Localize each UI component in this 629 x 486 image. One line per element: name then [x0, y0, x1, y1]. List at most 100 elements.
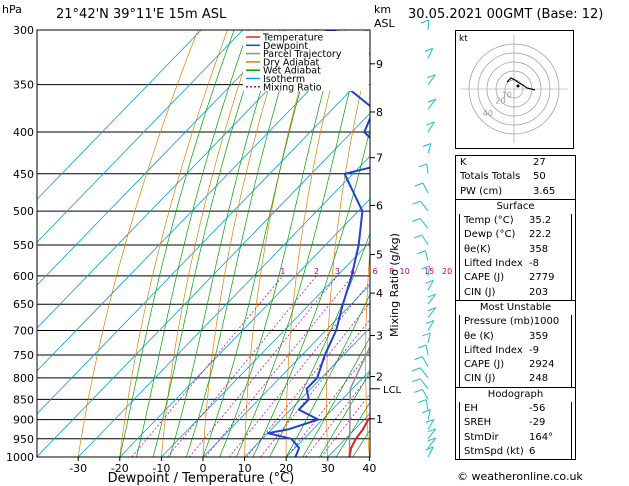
temperature-tick-label: 10 [238, 462, 252, 475]
most_unstable-row: Lifted Index -9 [460, 344, 571, 358]
pressure-tick-label: 850 [13, 393, 34, 406]
legend-entry: Parcel Trajectory [263, 49, 342, 60]
wet-adiabat--16 [136, 30, 249, 457]
wind-barb-flag [427, 98, 437, 103]
most_unstable-row-label: Pressure (mb) [464, 316, 534, 328]
km-tick-label: 2 [376, 371, 383, 384]
wind-barb [425, 399, 429, 410]
hodograph-ring-label: 10 [502, 90, 512, 99]
surface-section: Surface Temp (°C) 35.2 Dewp (°C) 22.2 θe(K) 3… [456, 198, 575, 300]
most_unstable-row-value: 359 [529, 330, 549, 342]
wind-barb-flag [413, 234, 423, 239]
surface-row-label: Lifted Index [464, 258, 523, 270]
wind-barb-flag [425, 279, 434, 284]
surface-row-label: θe(K) [464, 243, 491, 255]
hodo_params-row: EH -56 [460, 402, 571, 416]
mixing-ratio-line-6 [229, 281, 370, 457]
hodo_params-row: StmDir 164° [460, 431, 571, 445]
wind-barb-flag [421, 265, 430, 270]
hodo_params-row-label: EH [464, 403, 478, 415]
wind-barb [427, 409, 431, 420]
wind-barb-flag [427, 307, 436, 312]
parcel-trajectory-line [348, 345, 370, 457]
wind-barb-flag [427, 74, 436, 79]
asl-unit: ASL [374, 17, 395, 30]
wind-barb [427, 419, 435, 430]
most_unstable-row: CAPE (J) 2924 [460, 358, 571, 372]
legend-entry: Dry Adiabat [263, 57, 320, 68]
hodograph-params-title: Hodograph [487, 388, 544, 400]
pressure-tick-label: 600 [13, 270, 34, 283]
isotherm--80 [37, 30, 285, 286]
surface-row: CIN (J) 203 [460, 286, 571, 300]
hodo_params-row-label: SREH [464, 417, 492, 429]
km-tick-label: 9 [376, 58, 383, 71]
temperature-tick-label: 40 [362, 462, 376, 475]
pressure-tick-label: 800 [13, 372, 34, 385]
km-tick-label: 5 [376, 249, 383, 262]
surface-row: θe(K) 358 [460, 243, 571, 257]
pressure-tick-label: 700 [13, 325, 34, 338]
index-totals: Totals Totals 50 [460, 171, 546, 183]
mixing-ratio-label: 4 [350, 267, 355, 276]
km-tick-label: 1 [376, 413, 383, 426]
hodo_params-row-value: 6 [529, 445, 536, 457]
wind-barb [427, 307, 437, 318]
hodo_params-row-value: 164° [529, 431, 554, 443]
most_unstable-row-label: θe (K) [464, 330, 494, 342]
dry-adiabat-20 [285, 30, 346, 457]
mixing-ratio-line-15 [286, 350, 370, 457]
pressure-tick-label: 750 [13, 349, 34, 362]
wind-barb [427, 74, 436, 85]
wet-adiabat-28 [319, 371, 370, 457]
mixing-ratio-label: 3 [335, 267, 340, 276]
surface-row-label: CIN (J) [464, 286, 496, 298]
temperature-tick-label: -20 [111, 462, 129, 475]
wet-adiabat--20 [119, 30, 235, 457]
wind-barb-flag [426, 121, 435, 126]
wind-barb [427, 265, 431, 276]
legend-entry: Isotherm [263, 74, 305, 85]
wind-barb [421, 356, 429, 367]
wet-adiabat-8 [235, 30, 366, 457]
mixing-ratio-label: 2 [314, 267, 319, 276]
surface-row: Lifted Index -8 [460, 257, 571, 271]
isotherm--90 [37, 30, 244, 243]
pressure-tick-label: 1000 [6, 451, 34, 464]
wind-barb-flag [417, 399, 427, 404]
dry-adiabat-10 [244, 30, 317, 457]
most_unstable-row: Pressure (mb) 1000 [460, 315, 571, 329]
hodo_params-row-label: StmSpd (kt) [464, 445, 524, 457]
most_unstable-row: θe (K) 359 [460, 330, 571, 344]
surface-row: Dewp (°C) 22.2 [460, 228, 571, 242]
km-tick-label: 7 [376, 152, 383, 165]
hodograph-params-section: Hodograph EH -56 SREH -29 StmDir 164° StmSpd (… [456, 386, 575, 460]
mixing-ratio-line-4 [205, 275, 353, 457]
km-tick-label: 4 [376, 287, 383, 300]
isotherm--10 [161, 241, 370, 457]
pressure-tick-label: 400 [13, 126, 34, 139]
isotherm--100 [37, 30, 202, 200]
hodograph-ring-label: 40 [483, 109, 493, 118]
pressure-tick-label: 550 [13, 239, 34, 252]
most_unstable-row-value: -9 [529, 344, 539, 356]
surface-row-label: CAPE (J) [464, 272, 505, 284]
wind-barb [427, 98, 437, 110]
wind-barb [419, 378, 429, 390]
surface-row-label: Dewp (°C) [464, 229, 516, 241]
surface-rows: Temp (°C) 35.2 Dewp (°C) 22.2 θe(K) 358 Lifted… [459, 214, 572, 300]
surface-row-value: 203 [529, 286, 549, 298]
wind-barb [427, 143, 432, 154]
wind-barb-flag [414, 182, 424, 187]
legend-entry: Wet Adiabat [263, 66, 321, 77]
wind-barb-flag [427, 293, 436, 298]
x-axis-label: Dewpoint / Temperature (°C) [108, 471, 295, 486]
wet-adiabat--12 [152, 30, 264, 457]
isotherm--70 [37, 30, 327, 329]
pressure-tick-label: 500 [13, 205, 34, 218]
wind-barb-flag [425, 320, 434, 324]
datetime-title: 30.05.2021 00GMT (Base: 12) [408, 7, 604, 22]
storm-motion-marker [516, 84, 520, 88]
wind-barb [427, 280, 434, 291]
